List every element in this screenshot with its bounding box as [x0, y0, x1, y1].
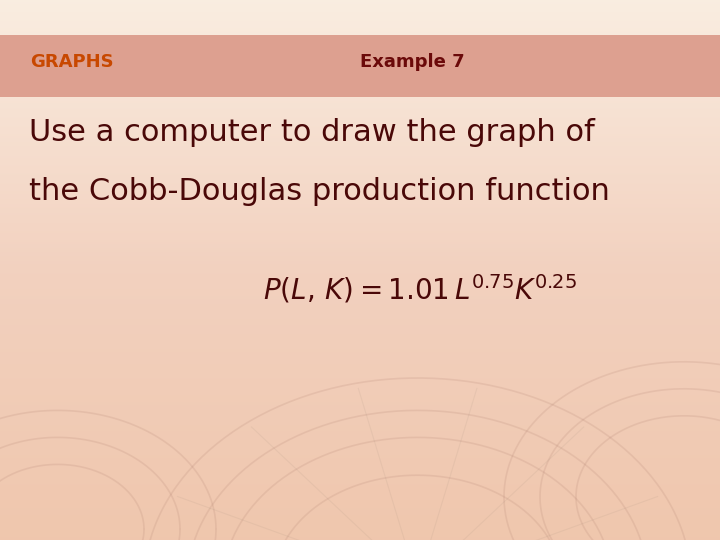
Text: Example 7: Example 7	[360, 53, 464, 71]
Text: Use a computer to draw the graph of: Use a computer to draw the graph of	[29, 118, 595, 147]
Text: GRAPHS: GRAPHS	[30, 53, 114, 71]
Text: the Cobb-Douglas production function: the Cobb-Douglas production function	[29, 177, 610, 206]
Bar	[0, 35, 720, 97]
Text: $P(L,\, K) = 1.01\,L^{0.75}K^{0.25}$: $P(L,\, K) = 1.01\,L^{0.75}K^{0.25}$	[263, 273, 577, 305]
